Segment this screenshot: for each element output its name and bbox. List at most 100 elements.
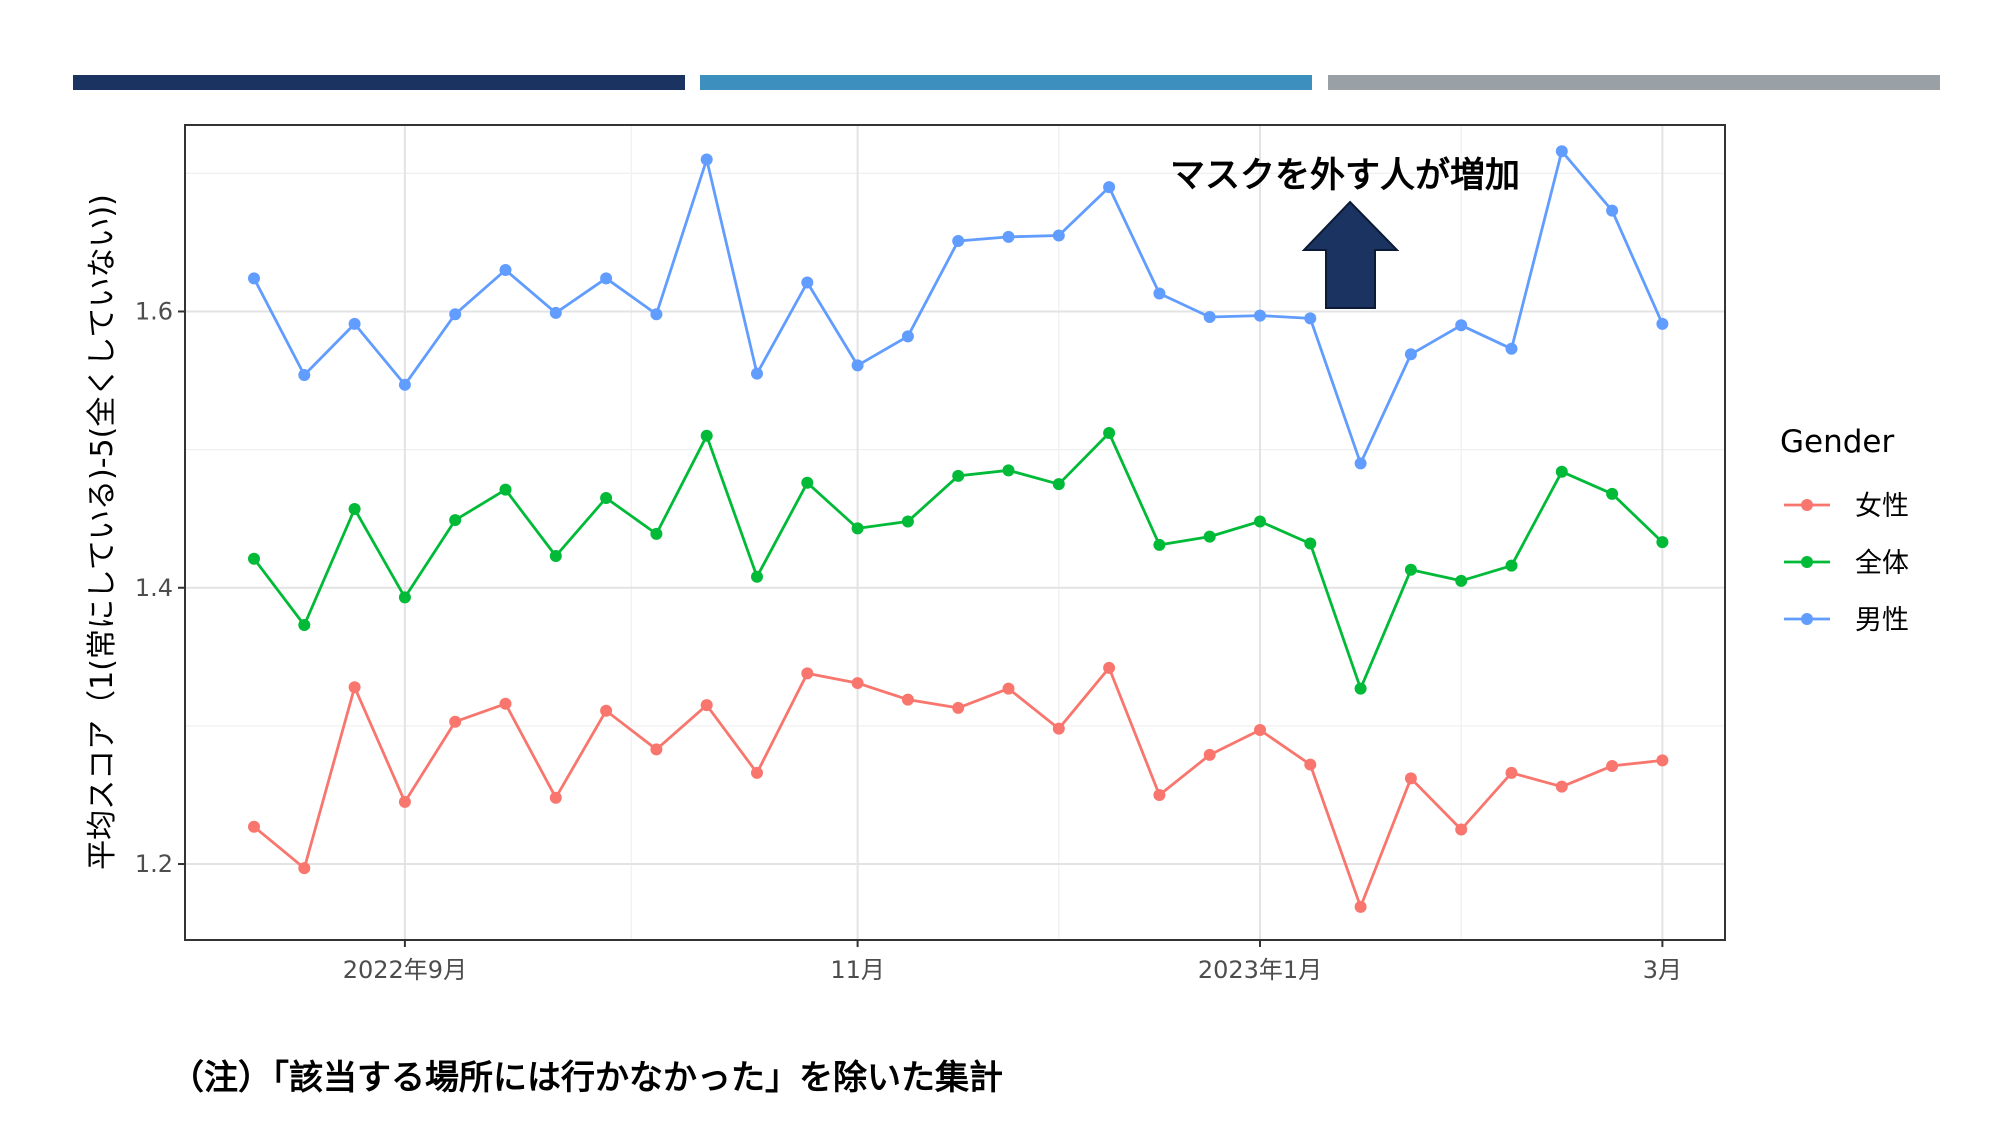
data-point xyxy=(1052,722,1065,735)
data-point xyxy=(1656,754,1669,767)
x-tick-label: 3月 xyxy=(1643,956,1682,984)
legend-swatch-point xyxy=(1801,556,1813,568)
legend-title: Gender xyxy=(1780,424,1894,460)
legend-label: 男性 xyxy=(1855,605,1909,636)
data-point xyxy=(398,378,411,391)
axes: 1.2 1.4 1.6 2022年9月 11月 2023年1月 3月 xyxy=(135,297,1682,984)
data-point xyxy=(298,619,311,632)
data-point xyxy=(499,264,512,277)
data-point xyxy=(1354,682,1367,695)
data-point xyxy=(298,369,311,382)
data-point xyxy=(901,330,914,343)
data-point xyxy=(1606,204,1619,217)
data-point xyxy=(901,693,914,706)
data-point xyxy=(248,272,260,285)
data-point xyxy=(650,743,663,756)
data-point xyxy=(1555,145,1568,158)
data-point xyxy=(1304,312,1317,325)
data-point xyxy=(600,704,613,717)
data-point xyxy=(248,820,260,833)
data-point xyxy=(248,552,260,565)
data-point xyxy=(952,235,965,248)
data-point xyxy=(348,681,361,694)
data-point xyxy=(1606,759,1619,772)
y-axis-title: 平均スコア（1(常にしている)-5(全くしていない)) xyxy=(85,194,120,870)
data-point xyxy=(449,514,462,527)
data-point xyxy=(650,308,663,321)
up-arrow-icon xyxy=(1301,200,1400,309)
data-point xyxy=(1002,230,1015,243)
data-point xyxy=(1254,724,1266,737)
data-point xyxy=(1103,427,1116,440)
data-point xyxy=(1153,538,1166,551)
data-point xyxy=(801,276,814,289)
data-point xyxy=(348,317,361,330)
data-point xyxy=(1103,181,1116,194)
footnote: （注）「該当する場所には行かなかった」を除いた集計 xyxy=(170,1058,1003,1098)
data-point xyxy=(549,549,562,562)
data-point xyxy=(1606,487,1619,500)
data-point xyxy=(398,795,411,808)
data-point xyxy=(1203,530,1216,543)
line-chart: 1.2 1.4 1.6 2022年9月 11月 2023年1月 3月 平均スコア（1(常にし… xyxy=(85,124,1909,984)
data-point xyxy=(952,469,965,482)
data-point xyxy=(1455,319,1468,332)
data-point xyxy=(1505,342,1518,355)
y-tick-label: 1.4 xyxy=(135,574,173,602)
data-point xyxy=(901,515,914,528)
legend-item: 男性 xyxy=(1784,605,1909,636)
data-point xyxy=(1354,900,1367,913)
data-point xyxy=(1455,823,1468,836)
annotation-text: マスクを外す人が増加 xyxy=(1170,156,1520,196)
data-point xyxy=(851,359,864,372)
y-tick-label: 1.6 xyxy=(135,297,173,325)
data-point xyxy=(1505,559,1518,572)
data-point xyxy=(1505,766,1518,779)
data-point xyxy=(1455,574,1468,587)
data-point xyxy=(1404,772,1417,785)
x-tick-label: 11月 xyxy=(830,956,885,984)
x-tick-label: 2023年1月 xyxy=(1198,956,1322,984)
series-layer xyxy=(248,145,1669,913)
data-point xyxy=(499,483,512,496)
data-point xyxy=(700,699,713,712)
plot-background xyxy=(185,125,1725,940)
data-point xyxy=(549,791,562,804)
x-tick-label: 2022年9月 xyxy=(343,956,467,984)
legend-item: 全体 xyxy=(1784,548,1909,579)
data-point xyxy=(751,570,763,583)
data-point xyxy=(1304,758,1317,771)
header-band-gray xyxy=(1328,75,1940,90)
data-point xyxy=(650,527,663,540)
data-point xyxy=(1203,748,1216,761)
legend-item: 女性 xyxy=(1784,491,1909,522)
header-band-dark xyxy=(73,75,685,90)
data-point xyxy=(600,272,613,285)
data-point xyxy=(398,591,411,604)
data-point xyxy=(1002,464,1015,477)
data-point xyxy=(1656,317,1669,330)
data-point xyxy=(1052,478,1065,491)
annotation: マスクを外す人が増加 xyxy=(1170,156,1520,309)
data-point xyxy=(549,306,562,319)
data-point xyxy=(1254,515,1266,528)
data-point xyxy=(751,766,763,779)
data-point xyxy=(1404,563,1417,576)
legend-swatch-point xyxy=(1801,499,1813,511)
y-tick-label: 1.2 xyxy=(135,850,173,878)
series-3 xyxy=(248,145,1669,470)
data-point xyxy=(1354,457,1367,470)
data-point xyxy=(1203,311,1216,324)
data-point xyxy=(1103,661,1116,674)
data-point xyxy=(449,715,462,728)
data-point xyxy=(1002,682,1015,695)
header-band-blue xyxy=(700,75,1312,90)
data-point xyxy=(1254,309,1266,322)
data-point xyxy=(1304,537,1317,550)
data-point xyxy=(1404,348,1417,361)
data-point xyxy=(700,153,713,166)
data-point xyxy=(851,677,864,690)
data-point xyxy=(1153,287,1166,300)
data-point xyxy=(449,308,462,321)
